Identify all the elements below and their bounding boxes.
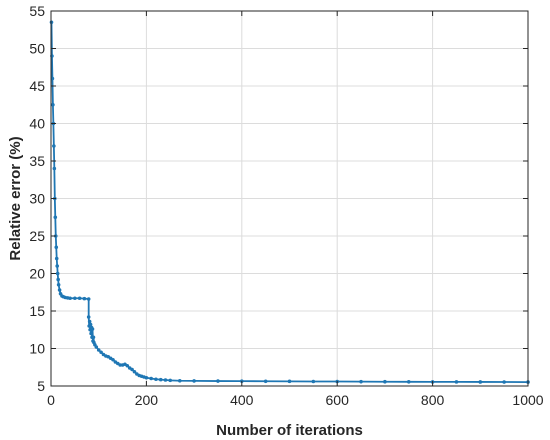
x-tick-label: 600 bbox=[326, 392, 350, 408]
data-point bbox=[132, 369, 137, 374]
ticks: 0 200 400 600 800 1000 5 10 15 20 25 30 35 40 45 50 55 bbox=[29, 3, 543, 408]
data-point bbox=[287, 379, 292, 384]
data-point bbox=[89, 331, 93, 336]
data-point bbox=[177, 378, 182, 383]
y-tick-label: 15 bbox=[29, 303, 45, 319]
y-tick-label: 40 bbox=[29, 116, 45, 132]
series-line bbox=[50, 22, 529, 384]
x-tick-label: 200 bbox=[135, 392, 159, 408]
data-point bbox=[158, 377, 163, 382]
grid bbox=[50, 10, 529, 387]
data-point bbox=[68, 296, 72, 301]
x-tick-label: 400 bbox=[230, 392, 254, 408]
data-point bbox=[359, 379, 363, 384]
data-point bbox=[192, 379, 196, 383]
data-point bbox=[406, 380, 411, 384]
data-point bbox=[53, 215, 58, 220]
data-point bbox=[86, 315, 91, 319]
y-tick-label: 25 bbox=[29, 228, 45, 244]
data-point bbox=[56, 282, 61, 287]
data-point bbox=[55, 264, 59, 268]
data-point bbox=[55, 271, 60, 276]
data-point bbox=[99, 350, 103, 355]
data-point bbox=[91, 335, 96, 340]
data-point bbox=[51, 102, 55, 107]
data-point bbox=[125, 363, 130, 368]
data-point bbox=[163, 378, 168, 382]
data-point bbox=[90, 327, 95, 331]
y-tick-label: 20 bbox=[29, 266, 45, 282]
data-point bbox=[87, 319, 92, 324]
y-tick-label: 10 bbox=[29, 341, 45, 357]
data-point bbox=[96, 348, 101, 352]
data-point bbox=[149, 376, 153, 381]
data-point bbox=[54, 245, 59, 250]
x-tick-label: 0 bbox=[47, 392, 55, 408]
data-point bbox=[154, 377, 158, 382]
y-tick-label: 55 bbox=[29, 3, 45, 19]
data-point bbox=[50, 76, 55, 81]
y-tick-label: 35 bbox=[29, 153, 45, 169]
data-point bbox=[216, 379, 220, 383]
data-point bbox=[88, 322, 93, 327]
data-point bbox=[263, 379, 268, 384]
data-point bbox=[454, 380, 459, 384]
y-tick-label: 30 bbox=[29, 191, 45, 207]
data-point bbox=[56, 277, 60, 282]
x-axis-title: Number of iterations bbox=[216, 422, 363, 439]
series-layer bbox=[49, 20, 530, 384]
data-point bbox=[144, 375, 149, 380]
data-point bbox=[86, 297, 91, 301]
data-point bbox=[57, 288, 62, 292]
data-point bbox=[502, 380, 506, 384]
y-tick-label: 45 bbox=[29, 78, 45, 94]
data-point bbox=[311, 379, 316, 384]
x-tick-label: 800 bbox=[421, 392, 445, 408]
x-tick-label: 1000 bbox=[512, 392, 543, 408]
data-point bbox=[94, 345, 99, 349]
data-point bbox=[478, 380, 483, 384]
data-point bbox=[168, 378, 173, 383]
data-point bbox=[73, 296, 77, 301]
data-point bbox=[82, 296, 87, 301]
y-tick-label: 50 bbox=[29, 41, 45, 57]
y-tick-label: 5 bbox=[37, 378, 45, 394]
data-point bbox=[52, 166, 57, 171]
data-point bbox=[54, 256, 59, 261]
data-point bbox=[130, 367, 134, 372]
y-axis-title: Relative error (%) bbox=[7, 136, 24, 260]
data-point bbox=[383, 379, 387, 384]
data-point bbox=[52, 144, 56, 148]
data-point bbox=[111, 357, 115, 362]
data-point bbox=[77, 296, 82, 301]
